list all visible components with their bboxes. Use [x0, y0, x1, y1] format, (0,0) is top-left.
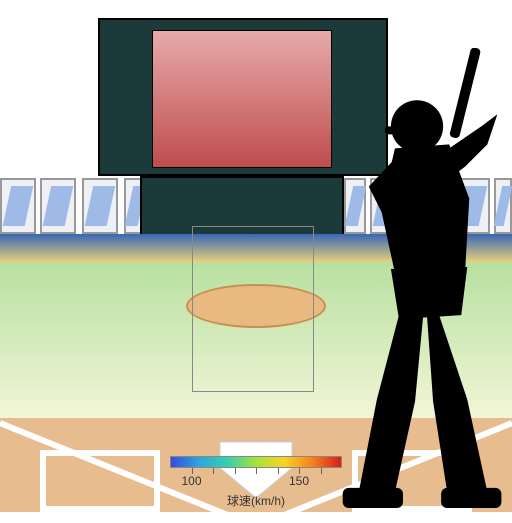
- legend-gradient-bar: [170, 456, 342, 468]
- batters-box-left: [40, 450, 160, 512]
- legend-title: 球速(km/h): [170, 492, 342, 509]
- batter-silhouette: [296, 48, 512, 510]
- velocity-legend: 100150 球速(km/h): [170, 456, 342, 509]
- legend-tick-labels: 100150: [170, 474, 342, 490]
- pitch-location-diagram: 100150 球速(km/h): [0, 0, 512, 512]
